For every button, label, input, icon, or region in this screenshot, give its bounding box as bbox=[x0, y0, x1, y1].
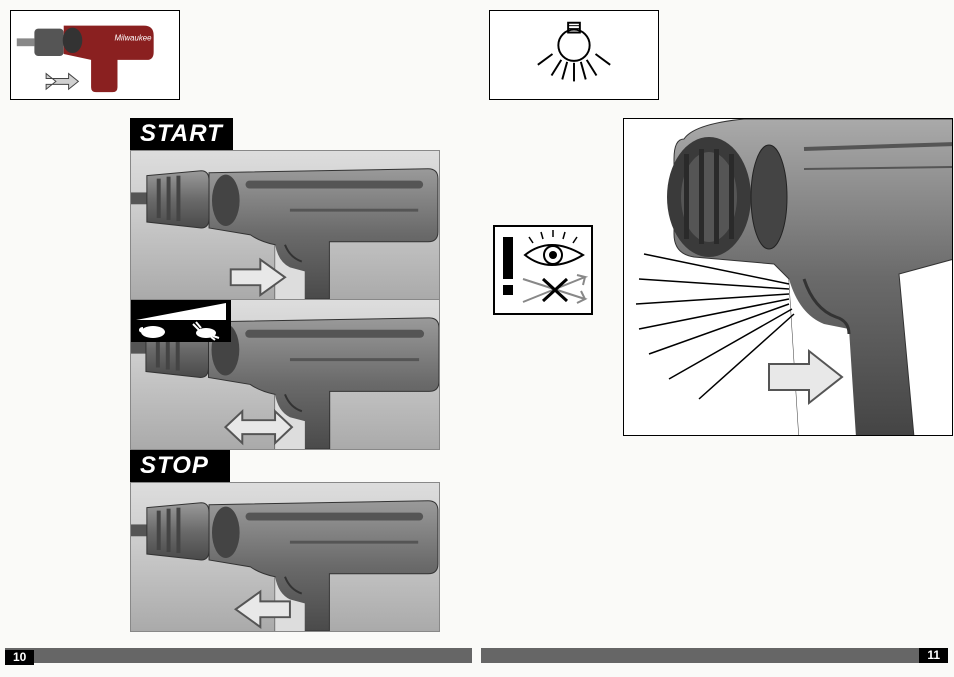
drill-photo-icon: Milwaukee bbox=[11, 11, 179, 99]
variable-speed-panel bbox=[130, 300, 440, 450]
speed-indicator bbox=[131, 300, 231, 342]
drill-stop-illustration bbox=[131, 483, 439, 631]
drill-led-illustration bbox=[624, 119, 953, 436]
svg-text:Milwaukee: Milwaukee bbox=[115, 33, 153, 42]
thumb-drill-photo: Milwaukee bbox=[10, 10, 180, 100]
drill-start-illustration bbox=[131, 151, 439, 299]
led-warning-panel bbox=[623, 118, 953, 436]
page-number-right: 11 bbox=[919, 648, 948, 663]
footer-left: 10 bbox=[5, 648, 472, 663]
thumb-lightbulb bbox=[489, 10, 659, 100]
page-right bbox=[477, 0, 954, 677]
stop-panel bbox=[130, 482, 440, 632]
page-left: Milwaukee START bbox=[0, 0, 477, 677]
eye-no-look-icon bbox=[495, 227, 595, 317]
stop-label: STOP bbox=[130, 450, 230, 482]
start-label: START bbox=[130, 118, 233, 150]
instruction-column: START bbox=[130, 118, 440, 632]
lightbulb-rays-icon bbox=[490, 11, 658, 99]
footer-right: 11 bbox=[481, 648, 948, 663]
start-panel bbox=[130, 150, 440, 300]
manual-spread: Milwaukee START bbox=[0, 0, 954, 677]
page-number-left: 10 bbox=[5, 650, 34, 665]
eye-warning-box bbox=[493, 225, 593, 315]
